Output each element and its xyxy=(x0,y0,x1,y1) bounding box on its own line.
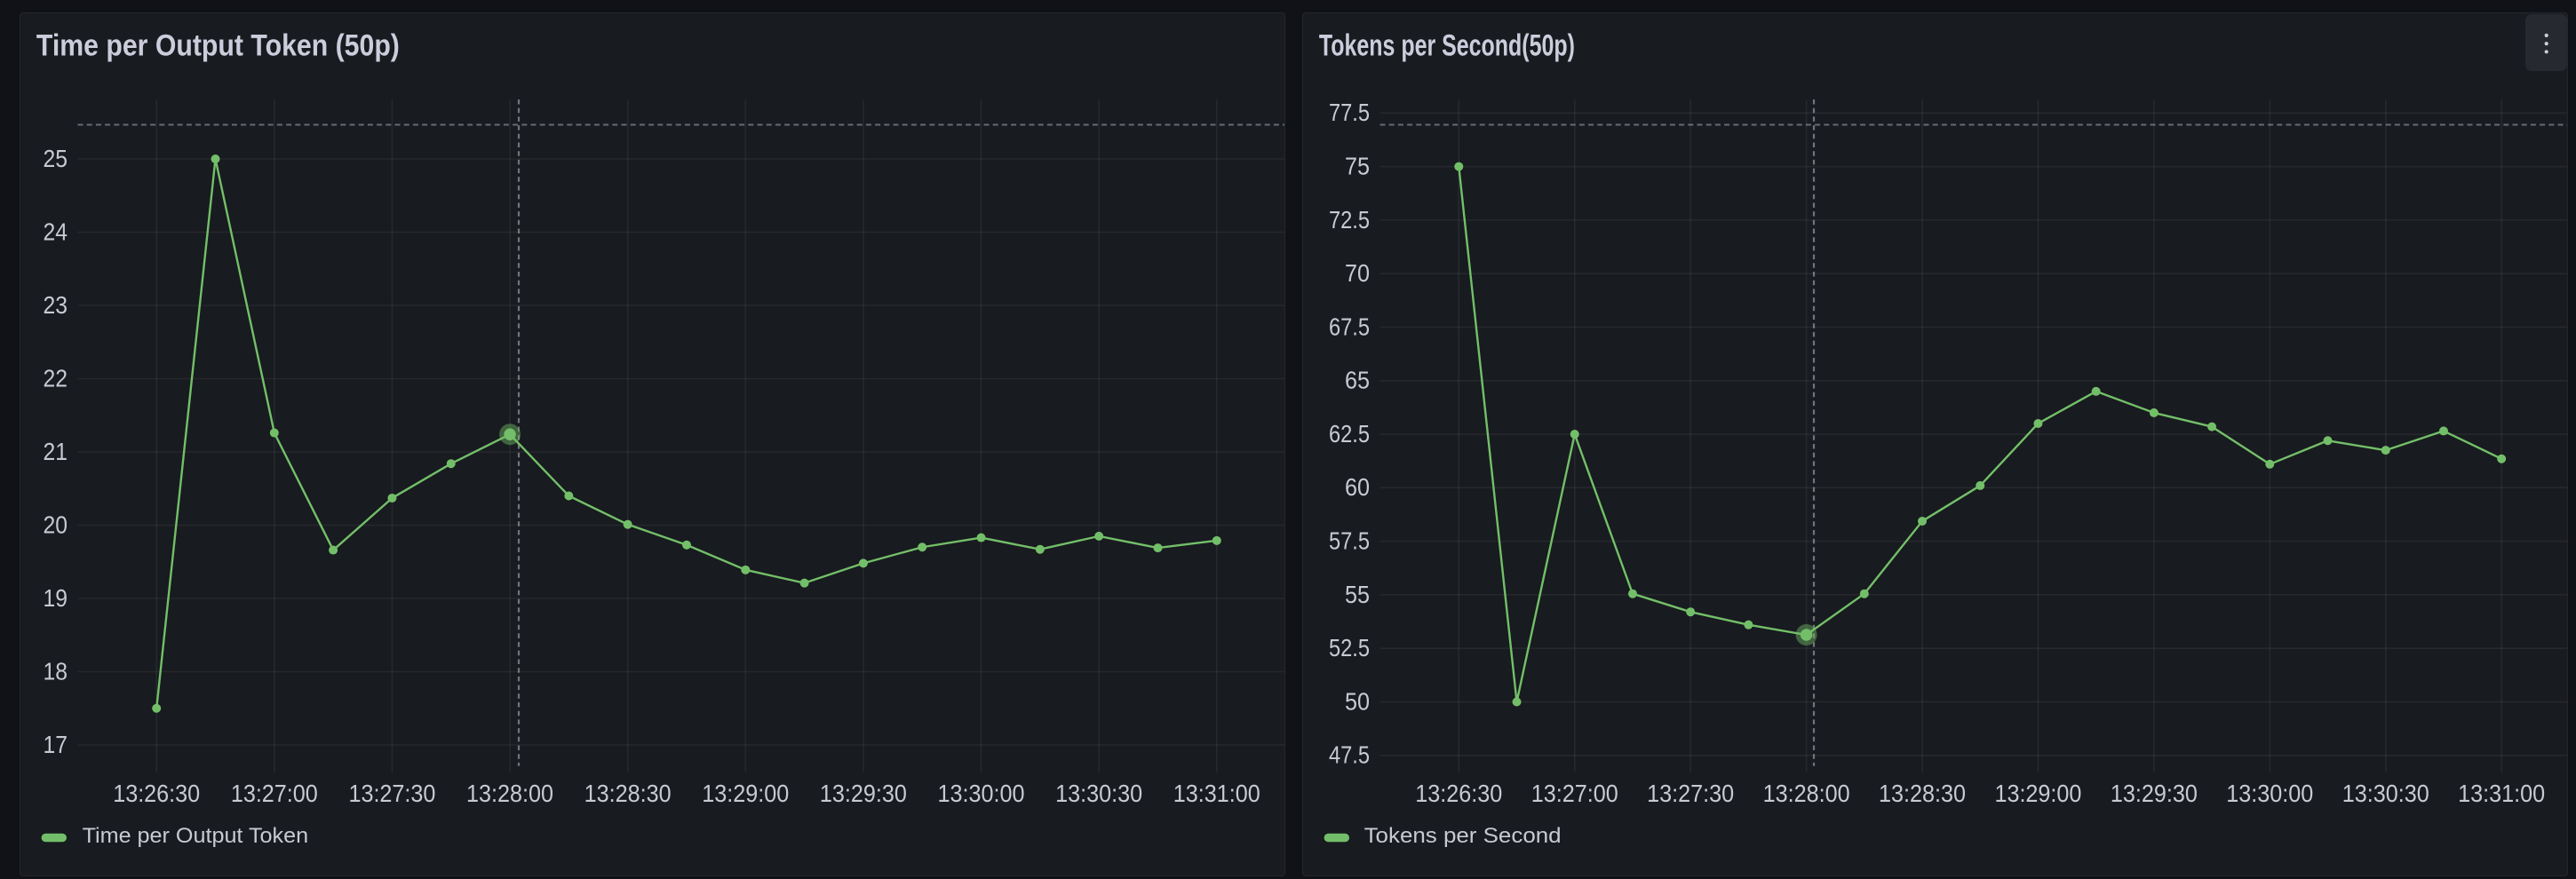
svg-text:13:30:00: 13:30:00 xyxy=(938,779,1025,806)
svg-text:18: 18 xyxy=(44,657,68,685)
svg-text:57.5: 57.5 xyxy=(1329,527,1370,554)
svg-text:13:29:30: 13:29:30 xyxy=(2111,779,2198,806)
svg-text:13:31:00: 13:31:00 xyxy=(1173,779,1260,806)
svg-text:13:26:30: 13:26:30 xyxy=(113,779,200,806)
svg-text:72.5: 72.5 xyxy=(1329,205,1370,233)
svg-text:70: 70 xyxy=(1345,259,1370,287)
svg-text:47.5: 47.5 xyxy=(1329,740,1370,768)
svg-text:25: 25 xyxy=(44,144,68,171)
svg-text:13:29:00: 13:29:00 xyxy=(1994,779,2081,806)
svg-text:67.5: 67.5 xyxy=(1329,313,1370,340)
svg-text:13:27:00: 13:27:00 xyxy=(1531,779,1618,806)
svg-text:13:28:30: 13:28:30 xyxy=(584,779,672,806)
svg-text:60: 60 xyxy=(1345,473,1370,501)
svg-text:52.5: 52.5 xyxy=(1329,634,1370,661)
svg-text:13:26:30: 13:26:30 xyxy=(1415,779,1502,806)
svg-text:24: 24 xyxy=(44,218,68,245)
svg-text:23: 23 xyxy=(44,290,68,318)
svg-text:50: 50 xyxy=(1345,687,1370,715)
svg-text:13:28:00: 13:28:00 xyxy=(1763,779,1850,806)
svg-text:13:31:00: 13:31:00 xyxy=(2458,779,2545,806)
svg-text:13:30:30: 13:30:30 xyxy=(1055,779,1142,806)
svg-text:77.5: 77.5 xyxy=(1329,99,1370,126)
svg-text:13:28:00: 13:28:00 xyxy=(466,779,553,806)
svg-text:13:30:00: 13:30:00 xyxy=(2226,779,2313,806)
svg-text:62.5: 62.5 xyxy=(1329,419,1370,447)
svg-text:Tokens per Second: Tokens per Second xyxy=(1364,824,1562,848)
svg-text:13:27:30: 13:27:30 xyxy=(1647,779,1734,806)
svg-text:65: 65 xyxy=(1345,366,1370,393)
svg-text:17: 17 xyxy=(44,730,68,757)
svg-text:22: 22 xyxy=(44,364,68,392)
svg-text:13:29:00: 13:29:00 xyxy=(702,779,789,806)
svg-text:13:29:30: 13:29:30 xyxy=(820,779,907,806)
svg-text:Tokens per Second(50p): Tokens per Second(50p) xyxy=(1319,28,1575,62)
svg-text:13:27:00: 13:27:00 xyxy=(231,779,318,806)
svg-text:13:27:30: 13:27:30 xyxy=(348,779,435,806)
svg-text:13:30:30: 13:30:30 xyxy=(2342,779,2429,806)
svg-text:55: 55 xyxy=(1345,580,1370,607)
svg-text:19: 19 xyxy=(44,583,68,611)
svg-text:20: 20 xyxy=(44,511,68,538)
svg-text:13:28:30: 13:28:30 xyxy=(1879,779,1966,806)
svg-text:75: 75 xyxy=(1345,152,1370,179)
svg-text:21: 21 xyxy=(44,437,68,464)
svg-text:Time per Output Token (50p): Time per Output Token (50p) xyxy=(36,28,400,62)
svg-text:Time per Output Token: Time per Output Token xyxy=(83,824,309,848)
